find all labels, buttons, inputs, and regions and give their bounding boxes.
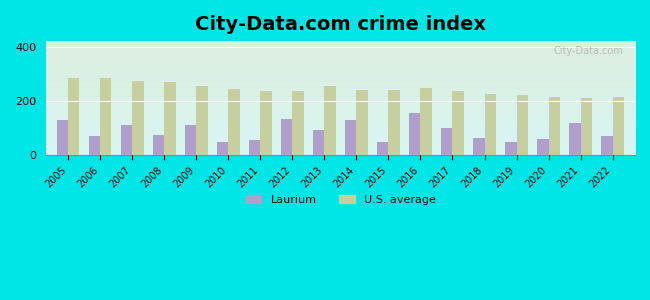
Bar <box>473 138 484 155</box>
Bar <box>377 142 389 155</box>
Bar <box>57 120 68 155</box>
Bar <box>217 142 228 155</box>
Text: City-Data.com: City-Data.com <box>553 46 623 56</box>
Bar <box>261 91 272 155</box>
Bar <box>281 119 292 155</box>
Bar <box>421 88 432 155</box>
Bar <box>569 123 580 155</box>
Bar <box>228 89 240 155</box>
Bar <box>580 98 592 155</box>
Bar <box>121 125 133 155</box>
Bar <box>68 78 79 155</box>
Bar <box>356 90 368 155</box>
Bar <box>452 91 463 155</box>
Bar <box>505 142 517 155</box>
Bar <box>133 81 144 155</box>
Bar <box>292 92 304 155</box>
Bar <box>601 136 612 155</box>
Bar <box>185 125 196 155</box>
Bar <box>549 97 560 155</box>
Bar <box>410 113 421 155</box>
Legend: Laurium, U.S. average: Laurium, U.S. average <box>240 190 441 209</box>
Bar <box>89 136 100 155</box>
Bar <box>389 90 400 155</box>
Bar <box>100 78 112 155</box>
Bar <box>196 86 207 155</box>
Bar <box>441 128 452 155</box>
Bar <box>517 95 528 155</box>
Bar <box>313 130 324 155</box>
Title: City-Data.com crime index: City-Data.com crime index <box>195 15 486 34</box>
Bar <box>484 94 496 155</box>
Bar <box>153 135 164 155</box>
Bar <box>324 86 335 155</box>
Bar <box>612 97 624 155</box>
Bar <box>538 139 549 155</box>
Bar <box>249 140 261 155</box>
Bar <box>345 120 356 155</box>
Bar <box>164 82 176 155</box>
